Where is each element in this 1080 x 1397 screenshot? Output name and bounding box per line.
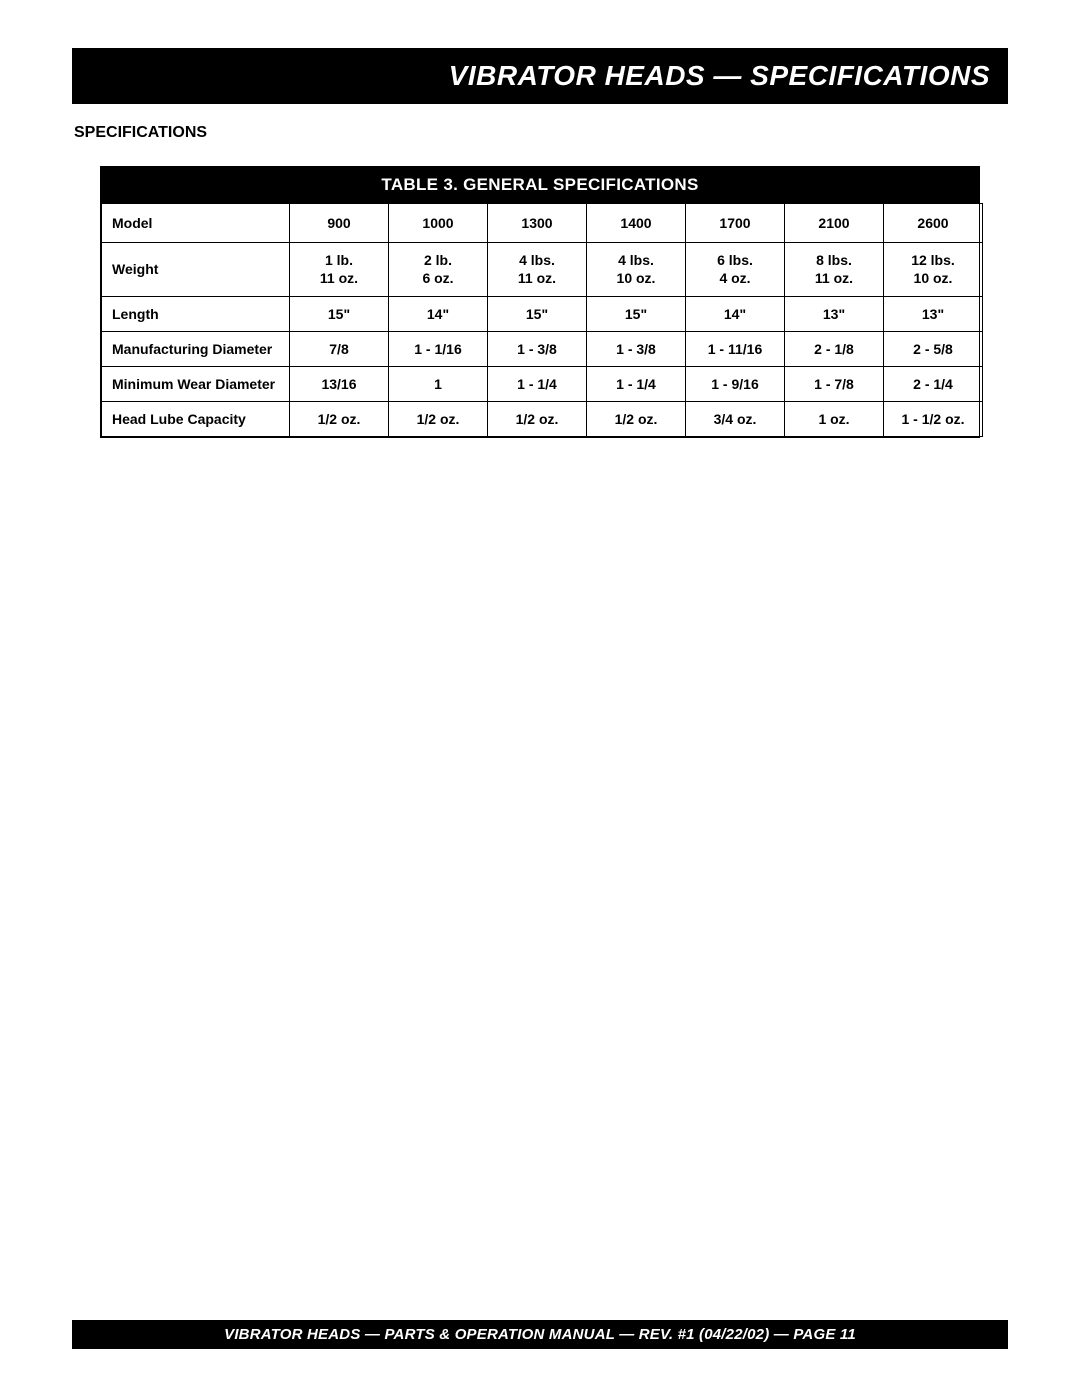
row-label-weight: Weight [102, 243, 290, 296]
model-col-1: 1000 [389, 204, 488, 243]
spec-table: Model 900 1000 1300 1400 1700 2100 2600 … [101, 203, 983, 437]
row-label-model: Model [102, 204, 290, 243]
table-row: Length 15" 14" 15" 15" 14" 13" 13" [102, 296, 983, 331]
minwear-0: 13/16 [290, 366, 389, 401]
length-5: 13" [785, 296, 884, 331]
mfgdia-1: 1 - 1/16 [389, 331, 488, 366]
table-row: Manufacturing Diameter 7/8 1 - 1/16 1 - … [102, 331, 983, 366]
page-container: VIBRATOR HEADS — SPECIFICATIONS SPECIFIC… [0, 0, 1080, 1397]
model-col-2: 1300 [488, 204, 587, 243]
length-1: 14" [389, 296, 488, 331]
row-label-length: Length [102, 296, 290, 331]
lube-0: 1/2 oz. [290, 402, 389, 437]
weight-6: 12 lbs. 10 oz. [884, 243, 983, 296]
spec-table-title: TABLE 3. GENERAL SPECIFICATIONS [101, 167, 979, 203]
spec-table-wrapper: TABLE 3. GENERAL SPECIFICATIONS Model 90… [100, 166, 980, 438]
weight-4: 6 lbs. 4 oz. [686, 243, 785, 296]
lube-5: 1 oz. [785, 402, 884, 437]
table-row: Model 900 1000 1300 1400 1700 2100 2600 [102, 204, 983, 243]
lube-2: 1/2 oz. [488, 402, 587, 437]
model-col-3: 1400 [587, 204, 686, 243]
length-6: 13" [884, 296, 983, 331]
length-4: 14" [686, 296, 785, 331]
mfgdia-2: 1 - 3/8 [488, 331, 587, 366]
mfgdia-3: 1 - 3/8 [587, 331, 686, 366]
minwear-2: 1 - 1/4 [488, 366, 587, 401]
weight-0: 1 lb. 11 oz. [290, 243, 389, 296]
mfgdia-6: 2 - 5/8 [884, 331, 983, 366]
length-2: 15" [488, 296, 587, 331]
row-label-lube: Head Lube Capacity [102, 402, 290, 437]
section-label: SPECIFICATIONS [74, 124, 1008, 142]
weight-5: 8 lbs. 11 oz. [785, 243, 884, 296]
table-row: Minimum Wear Diameter 13/16 1 1 - 1/4 1 … [102, 366, 983, 401]
table-row: Weight 1 lb. 11 oz. 2 lb. 6 oz. 4 lbs. 1… [102, 243, 983, 296]
footer-text: VIBRATOR HEADS — PARTS & OPERATION MANUA… [224, 1326, 856, 1343]
weight-2: 4 lbs. 11 oz. [488, 243, 587, 296]
lube-6: 1 - 1/2 oz. [884, 402, 983, 437]
model-col-4: 1700 [686, 204, 785, 243]
lube-3: 1/2 oz. [587, 402, 686, 437]
row-label-min-wear: Minimum Wear Diameter [102, 366, 290, 401]
mfgdia-0: 7/8 [290, 331, 389, 366]
length-0: 15" [290, 296, 389, 331]
lube-4: 3/4 oz. [686, 402, 785, 437]
minwear-4: 1 - 9/16 [686, 366, 785, 401]
footer-bar: VIBRATOR HEADS — PARTS & OPERATION MANUA… [72, 1320, 1008, 1349]
mfgdia-4: 1 - 11/16 [686, 331, 785, 366]
mfgdia-5: 2 - 1/8 [785, 331, 884, 366]
table-row: Head Lube Capacity 1/2 oz. 1/2 oz. 1/2 o… [102, 402, 983, 437]
weight-3: 4 lbs. 10 oz. [587, 243, 686, 296]
page-title-text: VIBRATOR HEADS — SPECIFICATIONS [449, 60, 990, 91]
row-label-mfg-dia: Manufacturing Diameter [102, 331, 290, 366]
page-title-bar: VIBRATOR HEADS — SPECIFICATIONS [72, 48, 1008, 104]
lube-1: 1/2 oz. [389, 402, 488, 437]
minwear-5: 1 - 7/8 [785, 366, 884, 401]
model-col-5: 2100 [785, 204, 884, 243]
minwear-6: 2 - 1/4 [884, 366, 983, 401]
length-3: 15" [587, 296, 686, 331]
model-col-0: 900 [290, 204, 389, 243]
minwear-1: 1 [389, 366, 488, 401]
model-col-6: 2600 [884, 204, 983, 243]
weight-1: 2 lb. 6 oz. [389, 243, 488, 296]
minwear-3: 1 - 1/4 [587, 366, 686, 401]
